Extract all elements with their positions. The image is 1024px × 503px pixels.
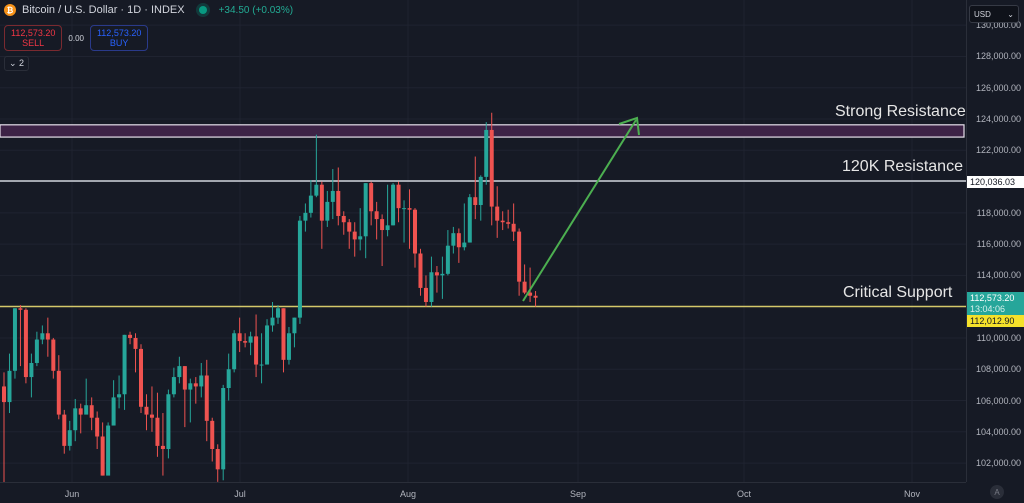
sell-button[interactable]: 112,573.20 SELL (4, 25, 63, 51)
price-tick: 124,000.00 (975, 114, 1021, 124)
symbol-title[interactable]: Bitcoin / U.S. Dollar · 1D · INDEX (22, 4, 185, 16)
bar-countdown: 13:04:06 (967, 303, 1024, 315)
price-axis[interactable]: 130,000.00 128,000.00 126,000.00 124,000.00… (966, 0, 1024, 482)
sell-price: 112,573.20 (11, 28, 56, 38)
time-tick: Oct (736, 489, 752, 499)
auto-scale-button[interactable]: A (990, 485, 1004, 499)
time-tick: Jul (234, 489, 246, 499)
price-tick: 128,000.00 (975, 51, 1021, 62)
buy-label: BUY (109, 38, 129, 48)
sell-label: SELL (22, 38, 45, 48)
bitcoin-icon: ₿ (4, 4, 16, 16)
critical-support-label[interactable]: Critical Support (843, 284, 953, 301)
symbol-header: ₿ Bitcoin / U.S. Dollar · 1D · INDEX +34… (4, 4, 293, 16)
candlestick-plot (0, 0, 966, 484)
resistance-120k-label[interactable]: 120K Resistance (842, 158, 963, 175)
strong-resistance-label[interactable]: Strong Resistance (835, 103, 966, 120)
price-tick: 122,000.00 (975, 145, 1021, 156)
price-tick: 110,000.00 (976, 332, 1021, 343)
market-open-dot-icon (198, 6, 207, 14)
price-tick: 106,000.00 (975, 395, 1021, 406)
currency-select[interactable]: USD ⌄ (969, 5, 1019, 23)
buy-button[interactable]: 112,573.20 BUY (89, 25, 149, 51)
price-tick: 130,000.00 (975, 20, 1021, 31)
currency-value: USD (974, 9, 991, 19)
indicators-toggle-button[interactable]: ⌄ 2 (4, 56, 30, 71)
chevron-down-icon: ⌄ (1007, 9, 1014, 19)
resistance-price-tag: 120,036.03 (967, 176, 1024, 188)
price-tick: 116,000.00 (976, 239, 1021, 250)
price-tick: 118,000.00 (976, 207, 1021, 218)
time-tick: Jun (64, 489, 80, 499)
time-tick: Aug (399, 489, 417, 499)
time-tick: Sep (569, 489, 587, 499)
price-tick: 108,000.00 (975, 364, 1021, 375)
spread-value: 0.00 (68, 33, 84, 43)
price-tick: 102,000.00 (975, 458, 1021, 469)
support-price-tag: 112,012.90 (967, 315, 1024, 327)
price-tick: 114,000.00 (976, 270, 1021, 281)
trade-panel: 112,573.20 SELL 0.00 112,573.20 BUY (4, 25, 149, 51)
price-tick: 104,000.00 (975, 426, 1021, 437)
time-tick: Nov (903, 489, 921, 499)
price-chart[interactable] (0, 0, 966, 484)
time-axis[interactable]: Jun Jul Aug Sep Oct Nov (0, 482, 966, 503)
buy-price: 112,573.20 (96, 28, 142, 38)
price-change: +34.50 (+0.03%) (218, 4, 294, 16)
price-tick: 126,000.00 (975, 82, 1021, 93)
last-price-tag: 112,573.20 (967, 292, 1024, 304)
